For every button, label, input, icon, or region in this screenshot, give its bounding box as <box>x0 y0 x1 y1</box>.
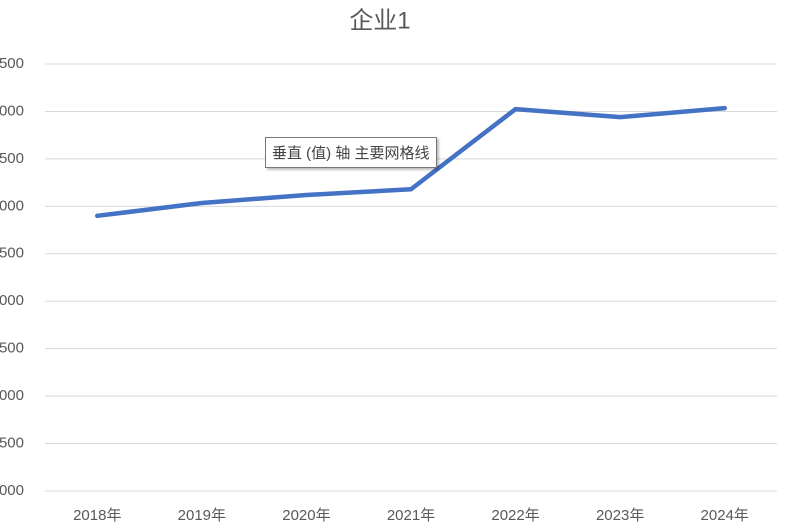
y-tick-label: 500 <box>0 435 24 452</box>
x-tick-label: 2022年 <box>491 507 539 524</box>
chart-title: 企业1 <box>349 7 410 34</box>
x-tick-label: 2020年 <box>282 507 330 524</box>
y-tick-label: 500 <box>0 55 24 72</box>
x-tick-label: 2019年 <box>178 507 226 524</box>
y-tick-label: 000 <box>0 197 24 214</box>
y-tick-label: 500 <box>0 150 24 167</box>
tooltip: 垂直 (值) 轴 主要网格线 <box>265 137 437 168</box>
x-tick-label: 2024年 <box>701 507 749 524</box>
line-series <box>95 105 727 219</box>
y-tick-label: 000 <box>0 102 24 119</box>
y-tick-label: 500 <box>0 340 24 357</box>
x-tick-label: 2023年 <box>596 507 644 524</box>
y-tick-label: 000 <box>0 482 24 499</box>
x-tick-label: 2021年 <box>387 507 435 524</box>
y-tick-label: 500 <box>0 245 24 262</box>
y-tick-label: 000 <box>0 292 24 309</box>
y-tick-label: 000 <box>0 387 24 404</box>
x-tick-label: 2018年 <box>73 507 121 524</box>
